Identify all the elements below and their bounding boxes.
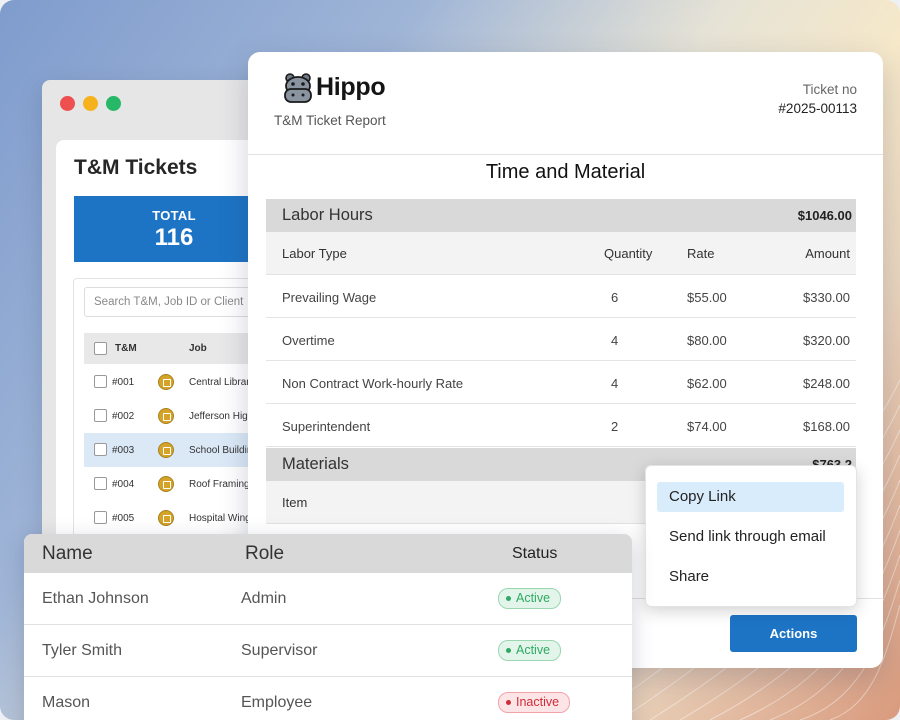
divider [248,154,883,155]
select-all-checkbox[interactable] [94,342,107,355]
brand-name: Hippo [316,73,386,101]
labor-type: Overtime [282,333,335,348]
table-row[interactable]: #004 Roof Framing [84,467,282,501]
image-icon [158,510,174,526]
labor-rate: $55.00 [687,290,727,305]
column-header-quantity: Quantity [604,246,653,261]
user-role: Supervisor [241,642,318,659]
column-header-item: Item [282,495,308,510]
user-name: Tyler Smith [42,642,123,659]
job-name: School Building [189,445,258,456]
labor-rate: $62.00 [687,376,727,391]
total-count: 116 [154,224,194,251]
tickets-window: T&M Tickets TOTAL 116 Search T&M, Job ID… [42,80,282,550]
labor-amount: $320.00 [803,333,850,348]
image-icon [158,442,174,458]
column-header-status[interactable]: Status [512,545,558,562]
job-name: Roof Framing [189,479,250,490]
user-row[interactable]: Ethan Johnson Admin Active [24,573,632,625]
labor-quantity: 4 [611,376,619,391]
job-name: Central Library [189,377,255,388]
user-name: Ethan Johnson [42,590,149,607]
status-badge: Active [498,640,562,661]
section-total: $1046.00 [797,208,852,223]
maximize-window-button[interactable] [106,96,121,111]
labor-type: Prevailing Wage [282,290,377,305]
ticket-id: #002 [112,411,135,422]
user-row[interactable]: Tyler Smith Supervisor Active [24,625,632,677]
menu-item-share[interactable]: Share [669,568,710,585]
ticket-number: #2025-00113 [778,101,857,116]
row-checkbox[interactable] [94,511,107,524]
labor-row: Overtime 4 $80.00 $320.00 [266,318,856,361]
image-icon [158,408,174,424]
labor-amount: $168.00 [803,419,850,434]
window-titlebar [42,80,282,128]
tickets-panel: T&M Tickets TOTAL 116 Search T&M, Job ID… [56,140,282,550]
labor-amount: $330.00 [803,290,850,305]
column-header-name[interactable]: Name [42,543,93,564]
labor-row: Superintendent 2 $74.00 $168.00 [266,404,856,447]
total-label: TOTAL [152,208,196,223]
menu-item-copy-link[interactable]: Copy Link [657,482,844,512]
minimize-window-button[interactable] [83,96,98,111]
labor-rate: $80.00 [687,333,727,348]
ticket-id: #003 [112,445,135,456]
labor-row: Prevailing Wage 6 $55.00 $330.00 [266,275,856,318]
table-row[interactable]: #005 Hospital Wing [84,501,282,535]
section-title: Materials [282,455,349,473]
table-row[interactable]: #002 Jefferson High [84,399,282,433]
labor-type: Superintendent [282,419,371,434]
labor-quantity: 6 [611,290,619,305]
labor-row: Non Contract Work-hourly Rate 4 $62.00 $… [266,361,856,404]
report-subtitle: T&M Ticket Report [274,113,386,128]
actions-button[interactable]: Actions [730,615,857,652]
ticket-id: #001 [112,377,135,388]
row-checkbox[interactable] [94,409,107,422]
ticket-number-label: Ticket no [802,82,857,97]
job-name: Jefferson High [189,411,254,422]
page-title: T&M Tickets [74,156,198,179]
column-header-tm[interactable]: T&M [115,343,137,354]
labor-table-header: Labor Type Quantity Rate Amount [266,232,856,275]
menu-item-send-email[interactable]: Send link through email [669,528,826,545]
column-header-rate: Rate [687,246,715,261]
hippo-logo-icon [284,73,312,103]
actions-menu: Copy Link Send link through email Share [645,465,857,607]
ticket-id: #004 [112,479,135,490]
tickets-list: Search T&M, Job ID or Client T&M Job #00… [73,278,282,550]
status-badge: Active [498,588,562,609]
image-icon [158,476,174,492]
row-checkbox[interactable] [94,477,107,490]
user-row[interactable]: Mason Employee Inactive [24,677,632,720]
job-name: Hospital Wing [189,513,251,524]
section-title: Labor Hours [282,206,373,224]
labor-type: Non Contract Work-hourly Rate [282,376,464,391]
labor-amount: $248.00 [803,376,850,391]
user-role: Admin [241,590,287,607]
row-checkbox[interactable] [94,443,107,456]
labor-hours-section-header: Labor Hours $1046.00 [266,199,856,232]
image-icon [158,374,174,390]
labor-rate: $74.00 [687,419,727,434]
user-role: Employee [241,694,313,711]
status-badge: Inactive [498,692,571,713]
ticket-id: #005 [112,513,135,524]
labor-quantity: 4 [611,333,619,348]
close-window-button[interactable] [60,96,75,111]
user-name: Mason [42,694,91,711]
column-header-amount: Amount [805,246,850,261]
labor-quantity: 2 [611,419,619,434]
column-header-labor-type: Labor Type [282,246,347,261]
total-tickets-card: TOTAL 116 [74,196,274,262]
table-row[interactable]: #001 Central Library [84,365,282,399]
report-title: Time and Material [485,161,646,183]
users-table-header: Name Role Status [24,534,632,573]
row-checkbox[interactable] [94,375,107,388]
column-header-job[interactable]: Job [189,343,207,354]
column-header-role[interactable]: Role [245,543,285,564]
users-table: Name Role Status Ethan Johnson Admin Act… [24,534,632,720]
search-input[interactable]: Search T&M, Job ID or Client [84,287,282,317]
